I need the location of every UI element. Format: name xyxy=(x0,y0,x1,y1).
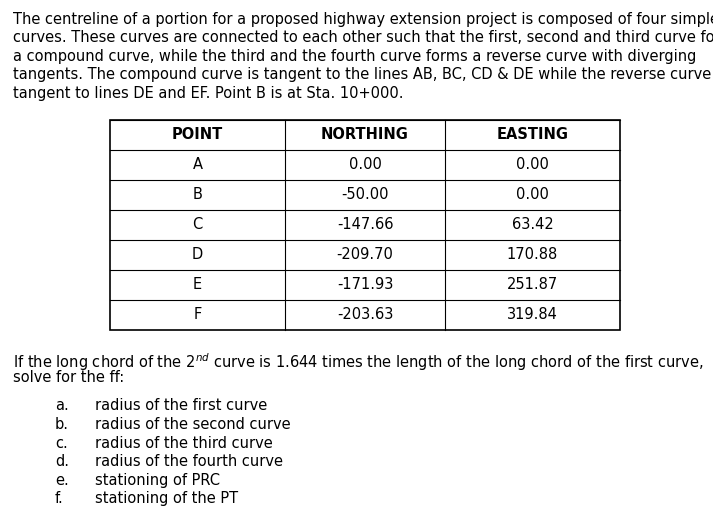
Text: stationing of the PT: stationing of the PT xyxy=(95,491,238,506)
Text: -147.66: -147.66 xyxy=(337,217,394,232)
Text: EASTING: EASTING xyxy=(496,127,568,142)
Text: curves. These curves are connected to each other such that the first, second and: curves. These curves are connected to ea… xyxy=(13,31,713,45)
Text: tangents. The compound curve is tangent to the lines AB, BC, CD & DE while the r: tangents. The compound curve is tangent … xyxy=(13,68,713,82)
Text: D: D xyxy=(192,247,203,262)
Text: 0.00: 0.00 xyxy=(516,187,549,202)
Text: C: C xyxy=(193,217,202,232)
Text: d.: d. xyxy=(55,454,69,469)
Text: a.: a. xyxy=(55,399,68,413)
Text: 251.87: 251.87 xyxy=(507,277,558,292)
Text: radius of the second curve: radius of the second curve xyxy=(95,417,291,432)
Text: 170.88: 170.88 xyxy=(507,247,558,262)
Text: radius of the third curve: radius of the third curve xyxy=(95,436,273,450)
Text: 63.42: 63.42 xyxy=(512,217,553,232)
Text: f.: f. xyxy=(55,491,63,506)
Text: F: F xyxy=(193,307,202,322)
Text: solve for the ff:: solve for the ff: xyxy=(13,370,124,385)
Text: e.: e. xyxy=(55,472,68,488)
Text: tangent to lines DE and EF. Point B is at Sta. 10+000.: tangent to lines DE and EF. Point B is a… xyxy=(13,86,404,101)
Text: 319.84: 319.84 xyxy=(507,307,558,322)
Text: -203.63: -203.63 xyxy=(337,307,393,322)
Bar xyxy=(110,120,620,329)
Text: -209.70: -209.70 xyxy=(337,247,394,262)
Text: 0.00: 0.00 xyxy=(349,157,381,172)
Text: A: A xyxy=(193,157,202,172)
Text: If the long chord of the 2$^{nd}$ curve is 1.644 times the length of the long ch: If the long chord of the 2$^{nd}$ curve … xyxy=(13,352,704,373)
Text: c.: c. xyxy=(55,436,68,450)
Text: b.: b. xyxy=(55,417,69,432)
Text: a compound curve, while the third and the fourth curve forms a reverse curve wit: a compound curve, while the third and th… xyxy=(13,49,697,64)
Text: B: B xyxy=(193,187,202,202)
Text: E: E xyxy=(193,277,202,292)
Text: -171.93: -171.93 xyxy=(337,277,393,292)
Text: stationing of PRC: stationing of PRC xyxy=(95,472,220,488)
Text: 0.00: 0.00 xyxy=(516,157,549,172)
Text: POINT: POINT xyxy=(172,127,223,142)
Text: NORTHING: NORTHING xyxy=(321,127,409,142)
Text: The centreline of a portion for a proposed highway extension project is composed: The centreline of a portion for a propos… xyxy=(13,12,713,27)
Text: -50.00: -50.00 xyxy=(342,187,389,202)
Text: radius of the fourth curve: radius of the fourth curve xyxy=(95,454,283,469)
Text: radius of the first curve: radius of the first curve xyxy=(95,399,267,413)
